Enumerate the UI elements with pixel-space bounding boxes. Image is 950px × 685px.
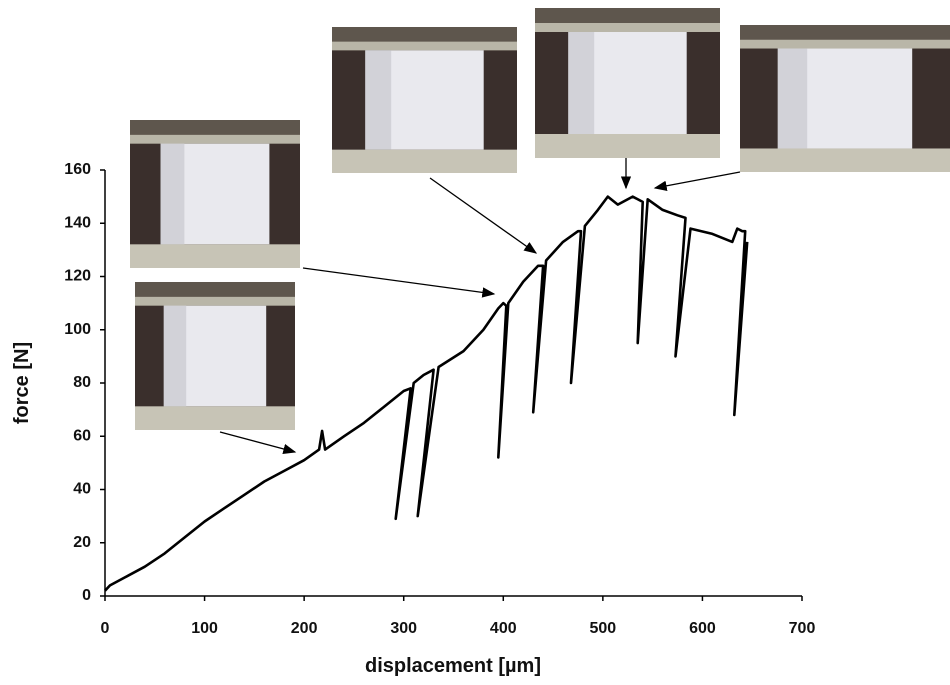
inset-photo: [332, 27, 517, 173]
arrows: [219, 158, 741, 455]
data-line: [104, 195, 749, 592]
arrow: [219, 431, 297, 455]
x-tick-label: 100: [191, 620, 218, 637]
x-tick-label: 0: [101, 620, 110, 637]
plot-area: 0 20 40 60 80 100 120 140 160 0 100 200 300 400 500 600…: [64, 161, 815, 637]
x-tick-label: 600: [689, 620, 716, 637]
photo-insets: [130, 8, 950, 430]
arrow: [653, 171, 741, 191]
y-tick-label: 60: [73, 427, 91, 444]
x-tick-label: 700: [789, 620, 816, 637]
y-axis-label: force [N]: [11, 342, 33, 424]
y-tick-label: 20: [73, 534, 91, 551]
inset-photo: [740, 25, 950, 172]
y-tick-label: 0: [82, 587, 91, 604]
y-tick-label: 80: [73, 374, 91, 391]
x-tick-label: 400: [490, 620, 517, 637]
y-tick-label: 140: [64, 214, 91, 231]
y-tick-label: 160: [64, 161, 91, 178]
y-tick-label: 40: [73, 481, 91, 498]
y-tick-label: 100: [64, 321, 91, 338]
x-tick-label: 500: [590, 620, 617, 637]
inset-photo: [535, 8, 720, 158]
arrow: [429, 177, 538, 254]
inset-photo: [135, 282, 295, 430]
x-axis-label: displacement [µm]: [365, 655, 541, 677]
x-tick-label: 300: [390, 620, 417, 637]
arrow: [302, 267, 496, 298]
inset-photo: [130, 120, 300, 268]
x-tick-label: 200: [291, 620, 318, 637]
y-tick-label: 120: [64, 268, 91, 285]
